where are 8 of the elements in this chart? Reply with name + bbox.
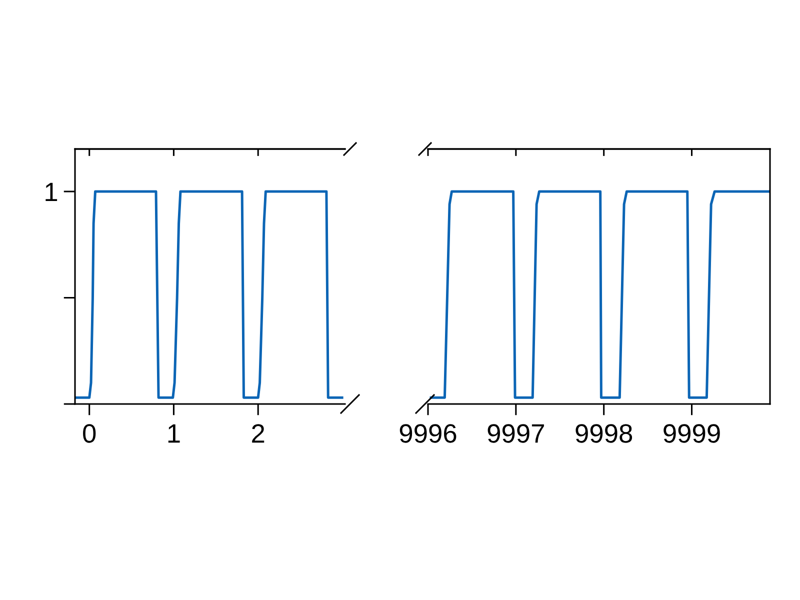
x-tick-label: 2	[252, 424, 264, 443]
x-tick-label: 9998	[576, 424, 632, 443]
x-tick-label: 9996	[400, 424, 456, 443]
text: 1	[46, 182, 58, 202]
x-tick-label: 9999	[664, 424, 720, 443]
x-tick-label: 9997	[488, 424, 544, 443]
x-tick-label: 1	[168, 424, 180, 443]
x-tick-label: 0	[83, 424, 96, 443]
